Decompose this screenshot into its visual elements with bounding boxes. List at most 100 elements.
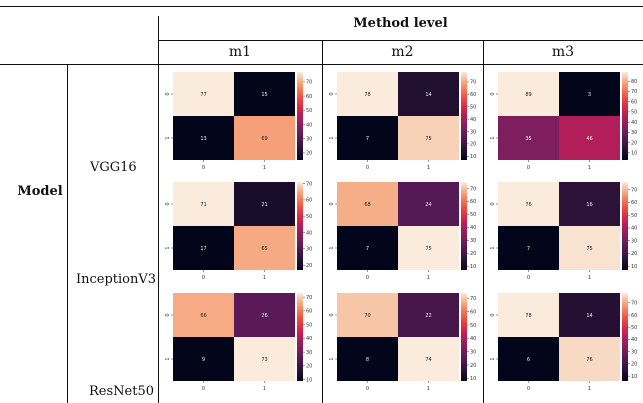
- colorbar-tick-2: 40: [306, 230, 312, 236]
- colorbar-tick-0: 10: [470, 154, 476, 160]
- colorbar: [461, 182, 467, 270]
- colorbar-tick-2: 30: [470, 129, 476, 135]
- heatmap-cell-1-0: [337, 337, 398, 381]
- cell-value-0-1: 14: [586, 313, 592, 319]
- y-tick-label-0: 0: [329, 313, 335, 316]
- cell-value-1-1: 75: [425, 136, 431, 142]
- x-tick-label-0: 0: [202, 165, 205, 171]
- heatmap-cell-0-0: [173, 293, 234, 337]
- cell-value-1-0: 13: [200, 136, 206, 142]
- colorbar: [622, 293, 628, 381]
- x-tick-label-0: 0: [527, 165, 530, 171]
- header-rule-1: [158, 40, 643, 41]
- y-tick-label-1: 1: [329, 357, 335, 360]
- cell-value-0-1: 14: [425, 92, 431, 98]
- colorbar: [622, 182, 628, 270]
- cell-value-1-0: 17: [200, 246, 206, 252]
- heatmap-cell-1-0: [337, 226, 398, 270]
- heatmap-cell-1-1: [234, 226, 295, 270]
- colorbar-tick-0: 10: [631, 374, 637, 380]
- x-tick-label-1: 1: [427, 275, 430, 281]
- row-label-vgg16: VGG16: [90, 160, 137, 175]
- cell-value-1-1: 46: [586, 136, 592, 142]
- colorbar-tick-5: 60: [631, 313, 637, 319]
- colorbar-tick-4: 60: [306, 94, 312, 100]
- cell-value-1-1: 65: [261, 246, 267, 252]
- heatmap-cell-1-0: [337, 116, 398, 160]
- colorbar-tick-1: 20: [631, 362, 637, 368]
- cell-value-1-1: 75: [425, 246, 431, 252]
- cell-value-0-1: 3: [588, 92, 591, 98]
- cell-value-1-1: 74: [425, 357, 431, 363]
- colorbar-tick-5: 70: [306, 80, 312, 86]
- col-divider-2: [483, 40, 484, 403]
- colorbar: [297, 72, 303, 160]
- confusion-matrix-inceptionv3-m3: 76 16 7 75 0 1 0 1 10 20 30 40 50 60 70: [486, 178, 642, 282]
- colorbar-tick-2: 40: [306, 122, 312, 128]
- colorbar-tick-3: 40: [470, 225, 476, 231]
- y-tick-label-0: 0: [165, 92, 171, 95]
- cell-value-0-0: 77: [200, 92, 206, 98]
- cell-value-0-0: 71: [200, 202, 206, 208]
- colorbar-tick-6: 70: [631, 301, 637, 307]
- x-tick-label-1: 1: [263, 386, 266, 392]
- column-header-m1: m1: [228, 44, 252, 60]
- heatmap-cell-1-0: [173, 116, 234, 160]
- x-tick-label-0: 0: [366, 275, 369, 281]
- colorbar-tick-4: 50: [470, 323, 476, 329]
- x-tick-label-1: 1: [588, 386, 591, 392]
- colorbar-tick-2: 30: [631, 238, 637, 244]
- model-group-label: Model: [17, 184, 63, 199]
- heatmap-cell-0-0: [173, 72, 234, 116]
- x-tick-label-0: 0: [202, 386, 205, 392]
- cell-value-0-1: 24: [425, 202, 431, 208]
- colorbar-tick-3: 40: [306, 336, 312, 342]
- cell-value-0-1: 16: [586, 202, 592, 208]
- y-tick-label-0: 0: [329, 202, 335, 205]
- cell-value-0-0: 78: [525, 313, 531, 319]
- y-tick-label-1: 1: [329, 136, 335, 139]
- heatmap-cell-1-1: [398, 116, 459, 160]
- heatmap-cell-0-0: [337, 182, 398, 226]
- heatmap-cell-0-1: [398, 293, 459, 337]
- colorbar: [461, 72, 467, 160]
- colorbar: [297, 293, 303, 381]
- heatmap-cell-1-1: [559, 116, 620, 160]
- heatmap-cell-0-1: [559, 72, 620, 116]
- x-tick-label-1: 1: [427, 165, 430, 171]
- y-tick-label-0: 0: [165, 202, 171, 205]
- confusion-matrix-resnet50-m1: 66 26 9 73 0 1 0 1 10 20 30 40 50 60 70: [161, 289, 317, 393]
- heatmap-cell-0-1: [398, 72, 459, 116]
- colorbar-tick-6: 70: [470, 296, 476, 302]
- colorbar: [622, 72, 628, 160]
- cell-value-1-1: 76: [586, 357, 592, 363]
- cell-value-0-0: 68: [364, 202, 370, 208]
- colorbar-tick-4: 50: [306, 322, 312, 328]
- y-tick-label-0: 0: [490, 313, 496, 316]
- colorbar-tick-3: 40: [631, 120, 637, 126]
- confusion-matrix-inceptionv3-m2: 68 24 7 75 0 1 0 1 10 20 30 40 50 60 70: [325, 178, 481, 282]
- cell-value-0-0: 70: [364, 313, 370, 319]
- colorbar-tick-0: 10: [631, 264, 637, 270]
- y-tick-label-1: 1: [165, 136, 171, 139]
- x-tick-label-1: 1: [588, 165, 591, 171]
- cell-value-1-0: 9: [202, 357, 205, 363]
- colorbar-tick-4: 50: [631, 110, 637, 116]
- heatmap-cell-1-1: [398, 226, 459, 270]
- cell-value-1-1: 73: [261, 357, 267, 363]
- colorbar-tick-1: 30: [306, 137, 312, 143]
- colorbar-tick-4: 50: [631, 213, 637, 219]
- colorbar-tick-5: 60: [631, 200, 637, 206]
- colorbar-tick-0: 20: [306, 263, 312, 269]
- colorbar-tick-7: 80: [631, 79, 637, 85]
- x-tick-label-1: 1: [427, 386, 430, 392]
- heatmap-cell-0-1: [234, 182, 295, 226]
- cell-value-1-1: 69: [261, 136, 267, 142]
- y-tick-label-0: 0: [490, 202, 496, 205]
- colorbar-tick-1: 20: [470, 142, 476, 148]
- cell-value-1-0: 7: [366, 136, 369, 142]
- cell-value-1-1: 75: [586, 246, 592, 252]
- confusion-matrix-inceptionv3-m1: 71 21 17 65 0 1 0 1 20 30 40 50 60 70: [161, 178, 317, 282]
- heatmap-cell-0-1: [234, 72, 295, 116]
- cell-value-1-0: 7: [527, 246, 530, 252]
